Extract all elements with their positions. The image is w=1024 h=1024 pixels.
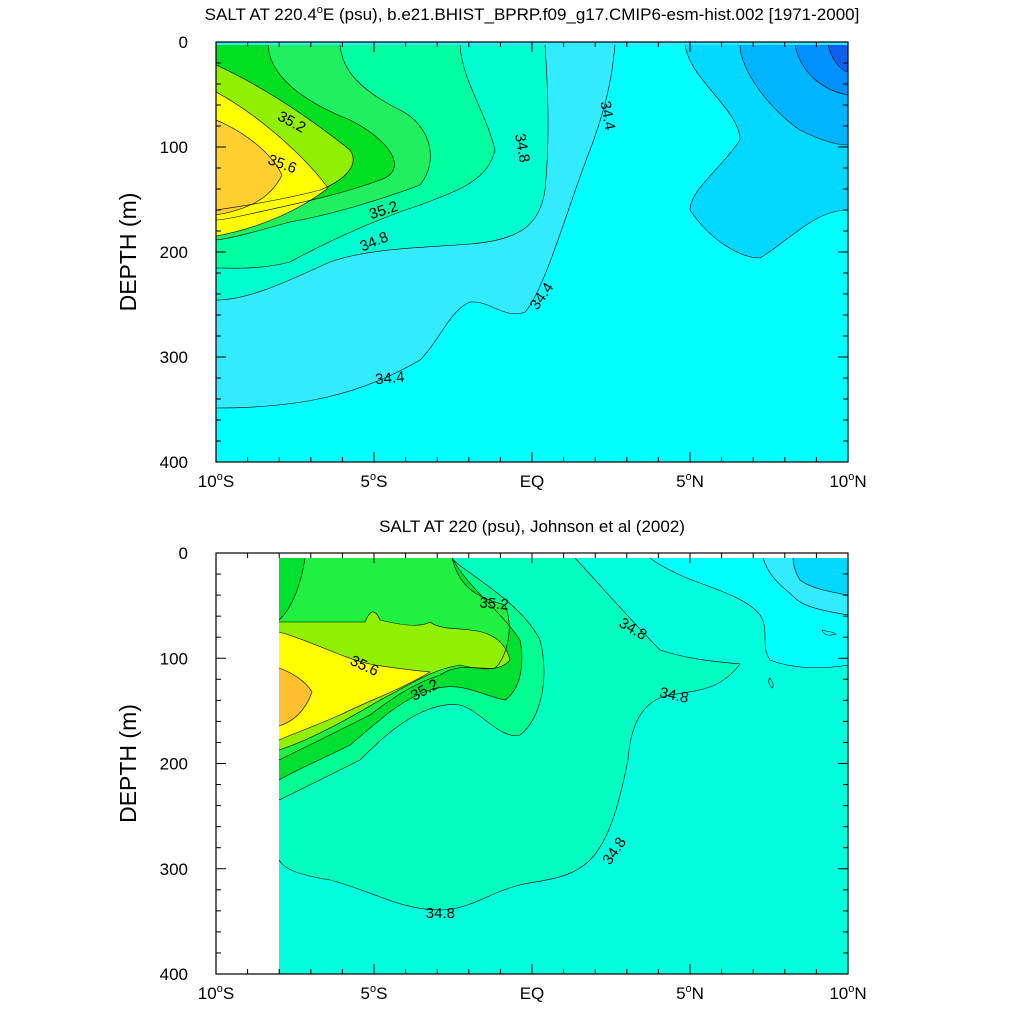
top-contour-field bbox=[216, 42, 848, 462]
band-35.6-35.8 bbox=[279, 632, 430, 740]
top-x-tick-label: 10oN bbox=[829, 471, 866, 491]
bottom-y-tick-label: 400 bbox=[160, 965, 188, 984]
top-y-tick-label: 0 bbox=[179, 33, 188, 52]
bottom-axes: 10oS 5oS EQ 5oN 10oN 0 100 200 300 400 DEPTH (m) bbox=[115, 544, 867, 1003]
top-y-tick-label: 100 bbox=[160, 138, 188, 157]
bottom-x-tick-label: EQ bbox=[520, 984, 545, 1003]
top-y-tick-label: 400 bbox=[160, 453, 188, 472]
bottom-x-tick-label: 10oS bbox=[198, 983, 234, 1003]
top-contour-label: 34.4 bbox=[375, 369, 406, 388]
bottom-y-tick-label: 100 bbox=[160, 649, 188, 668]
top-y-axis-label: DEPTH (m) bbox=[115, 193, 141, 312]
band-above-35.8 bbox=[216, 120, 282, 215]
band-below-34.0 bbox=[793, 558, 848, 595]
bottom-y-tick-label: 200 bbox=[160, 755, 188, 774]
top-y-tick-label: 300 bbox=[160, 348, 188, 367]
top-axes: 10oS 5oS EQ 5oN 10oN 0 100 200 300 400 DEPTH (m) bbox=[115, 33, 867, 491]
bottom-panel: SALT AT 220 (psu), Johnson et al (2002) bbox=[115, 517, 867, 1003]
top-contour-label: 34.4 bbox=[596, 100, 618, 132]
bottom-contour-field bbox=[278, 557, 848, 974]
top-y-tick-label: 200 bbox=[160, 243, 188, 262]
band-above-35.8 bbox=[279, 668, 312, 726]
band-34.4-deep bbox=[216, 45, 848, 462]
bottom-y-tick-label: 300 bbox=[160, 860, 188, 879]
bottom-contour-label: 35.2 bbox=[479, 594, 510, 613]
bottom-contour-label: 34.8 bbox=[426, 905, 455, 922]
bottom-x-tick-label: 10oN bbox=[829, 983, 866, 1003]
top-panel: SALT AT 220.4oE (psu), b.e21.BHIST_BPRP.… bbox=[115, 4, 867, 491]
top-x-tick-label: EQ bbox=[520, 472, 545, 491]
bottom-contour-lines bbox=[278, 557, 848, 911]
bottom-y-axis-label: DEPTH (m) bbox=[115, 704, 141, 823]
bottom-x-tick-label: 5oN bbox=[676, 983, 704, 1003]
top-x-tick-label: 5oN bbox=[676, 471, 704, 491]
top-contour-lines bbox=[216, 44, 848, 409]
bottom-y-tick-label: 0 bbox=[179, 544, 188, 563]
bottom-chart-title: SALT AT 220 (psu), Johnson et al (2002) bbox=[379, 517, 685, 536]
top-contour-label: 34.8 bbox=[511, 132, 533, 164]
bottom-x-tick-label: 5oS bbox=[361, 983, 388, 1003]
top-x-tick-label: 5oS bbox=[361, 471, 388, 491]
bottom-contour-label: 34.8 bbox=[658, 684, 690, 707]
top-chart-title: SALT AT 220.4oE (psu), b.e21.BHIST_BPRP.… bbox=[205, 4, 860, 24]
band-below-33.2 bbox=[828, 45, 848, 72]
top-x-tick-label: 10oS bbox=[198, 471, 234, 491]
